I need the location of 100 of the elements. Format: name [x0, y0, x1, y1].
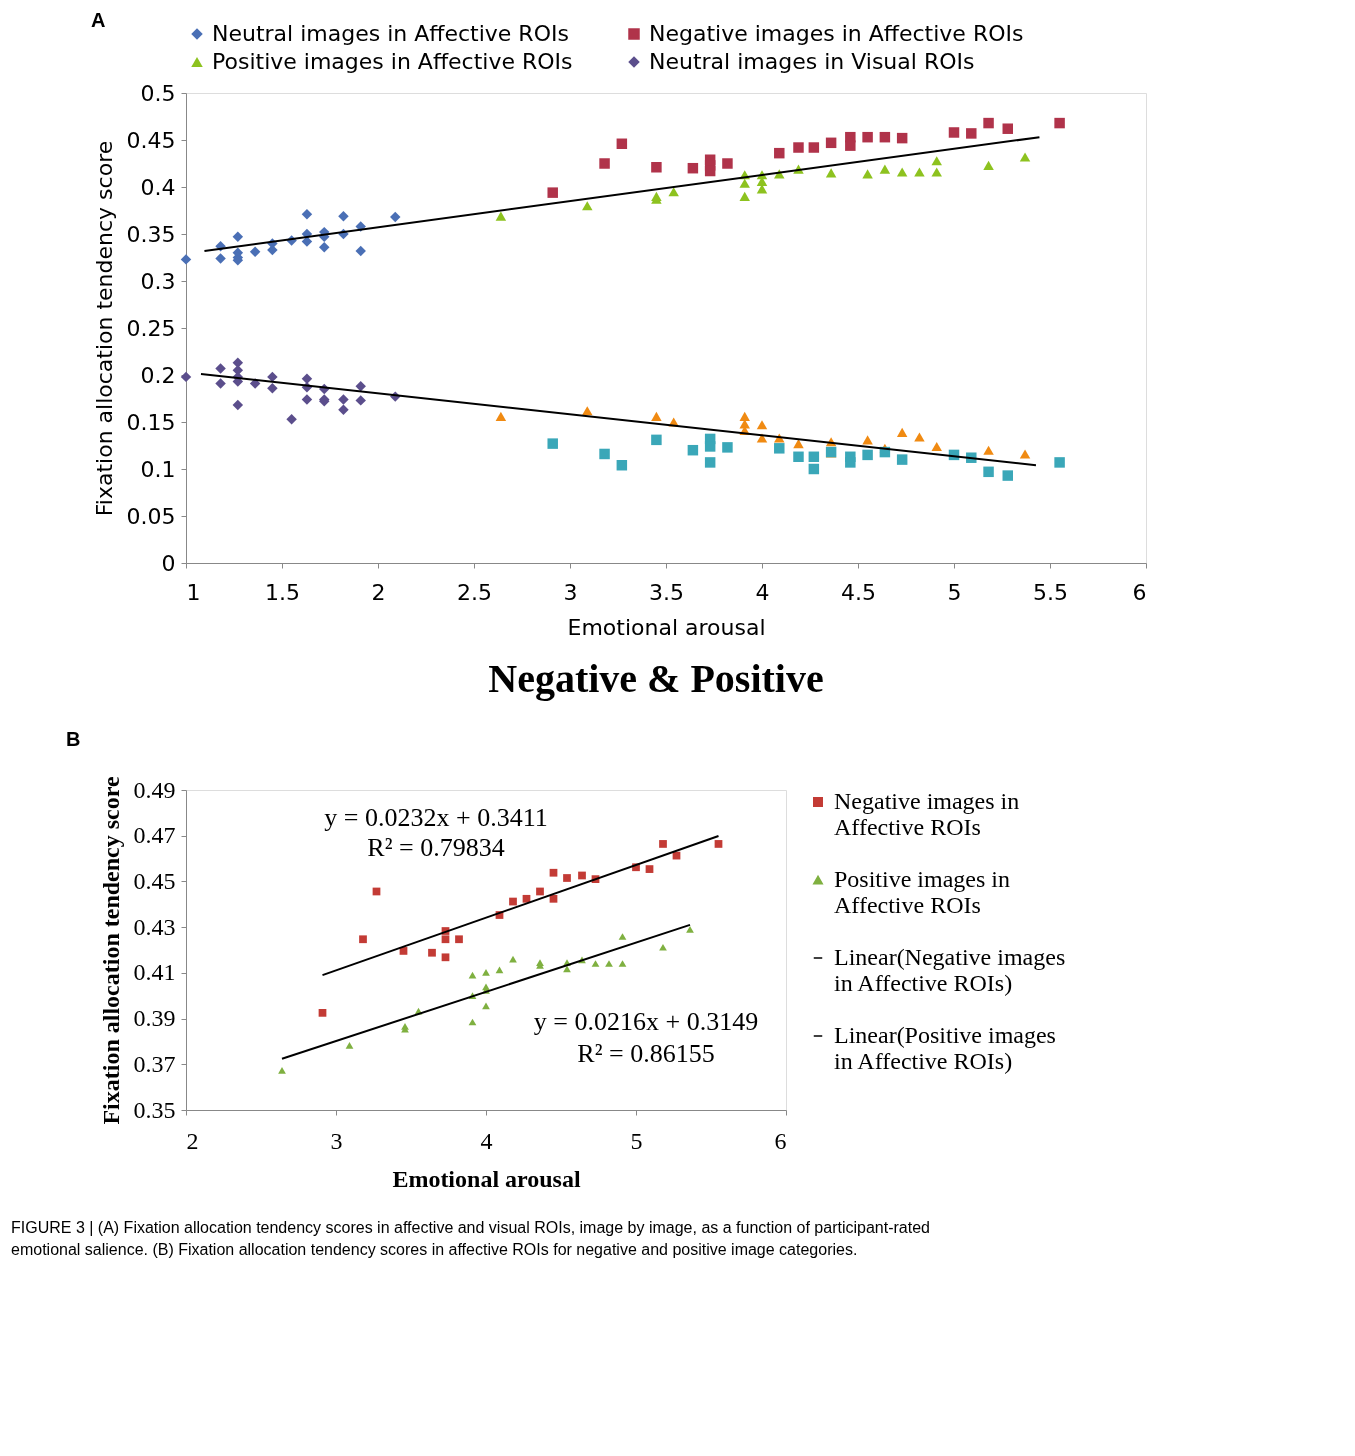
- point: [879, 131, 891, 143]
- point: [808, 451, 820, 463]
- legend-label: Linear(Positive images in Affective ROIs): [834, 1022, 1056, 1074]
- point: [319, 241, 330, 253]
- x-tick-label: 6: [1132, 579, 1147, 605]
- y-tick-label: 0.2: [140, 362, 176, 388]
- point: [1002, 470, 1013, 481]
- point: [267, 382, 278, 394]
- y-tick-label: 0.41: [133, 959, 176, 986]
- point: [845, 457, 856, 468]
- legend-label: Linear(Negative images in Affective ROIs): [834, 944, 1066, 996]
- point: [704, 441, 716, 452]
- point: [896, 132, 908, 144]
- point: [301, 394, 313, 405]
- point: [338, 394, 349, 405]
- chart-title: Negative & Positive: [488, 656, 824, 701]
- annotation: R² = 0.86155: [577, 1039, 715, 1068]
- point: [1054, 117, 1065, 129]
- x-tick-label: 3: [563, 579, 578, 605]
- y-tick-label: 0.45: [133, 867, 176, 894]
- y-tick-label: 0.5: [140, 80, 176, 106]
- point: [495, 211, 507, 221]
- point: [896, 167, 908, 177]
- annotation: y = 0.0232x + 0.3411: [324, 803, 548, 832]
- point: [668, 187, 679, 197]
- point: [1019, 152, 1031, 162]
- point: [687, 162, 699, 174]
- point: [983, 160, 994, 170]
- point: [756, 433, 768, 443]
- point: [862, 435, 873, 445]
- y-tick-label: 0.43: [133, 913, 176, 940]
- y-tick-label: 0.4: [140, 174, 176, 200]
- x-tick-label: 5.5: [1033, 579, 1068, 605]
- point: [774, 443, 785, 454]
- x-tick-label: 4.5: [841, 579, 876, 605]
- point: [1019, 449, 1031, 459]
- point: [793, 451, 804, 463]
- point: [599, 158, 610, 169]
- point: [249, 246, 261, 258]
- point: [914, 432, 925, 442]
- y-tick-label: 0.1: [140, 456, 176, 482]
- point: [722, 442, 733, 453]
- point: [286, 413, 297, 425]
- point: [914, 167, 925, 177]
- text: A: [91, 9, 106, 31]
- y-tick-label: 0: [161, 550, 176, 576]
- point: [845, 140, 856, 151]
- y-tick-label: 0.3: [140, 268, 176, 294]
- x-tick-label: 4: [480, 1127, 493, 1154]
- point: [722, 158, 733, 169]
- point: [862, 169, 873, 179]
- y-tick-label: 0.45: [126, 127, 176, 153]
- point: [808, 142, 820, 153]
- x-tick-label: 3.5: [649, 579, 684, 605]
- x-tick-label: 2.5: [457, 579, 492, 605]
- x-axis-title: Emotional arousal: [392, 1165, 581, 1192]
- y-tick-label: 0.15: [126, 409, 176, 435]
- point: [599, 448, 610, 460]
- point: [739, 191, 750, 201]
- point: [825, 168, 837, 178]
- point: [547, 187, 558, 198]
- annotation: R² = 0.79834: [367, 833, 505, 862]
- point: [651, 434, 662, 446]
- y-tick-label: 0.39: [133, 1005, 176, 1032]
- point: [948, 127, 960, 138]
- point: [616, 138, 628, 149]
- point: [215, 378, 226, 389]
- x-tick-label: 6: [774, 1127, 787, 1154]
- point: [547, 438, 558, 449]
- point: [338, 210, 349, 222]
- x-tick-label: 2: [371, 579, 386, 605]
- annotation: y = 0.0216x + 0.3149: [533, 1007, 759, 1036]
- y-tick-label: 0.47: [133, 822, 176, 849]
- point: [774, 147, 785, 159]
- y-tick-label: 0.25: [126, 315, 176, 341]
- point: [983, 117, 994, 129]
- point: [215, 363, 226, 374]
- point: [808, 463, 820, 475]
- point: [180, 254, 192, 265]
- legend-label: Positive images in Affective ROIs: [834, 866, 1010, 918]
- point: [931, 156, 942, 166]
- point: [704, 457, 716, 468]
- point: [793, 142, 804, 153]
- point: [966, 128, 977, 139]
- point: [651, 162, 662, 173]
- x-tick-label: 5: [630, 1127, 643, 1154]
- point: [651, 411, 662, 421]
- point: [1054, 457, 1065, 468]
- y-tick-label: 0.35: [133, 1096, 176, 1123]
- y-tick-label: 0.49: [133, 776, 176, 803]
- point: [301, 209, 313, 220]
- point: [495, 411, 507, 421]
- point: [862, 131, 873, 143]
- point: [983, 445, 994, 455]
- point: [983, 466, 994, 478]
- point: [180, 371, 192, 383]
- point: [616, 460, 628, 471]
- point: [687, 444, 699, 456]
- point: [704, 165, 716, 177]
- point: [896, 454, 908, 465]
